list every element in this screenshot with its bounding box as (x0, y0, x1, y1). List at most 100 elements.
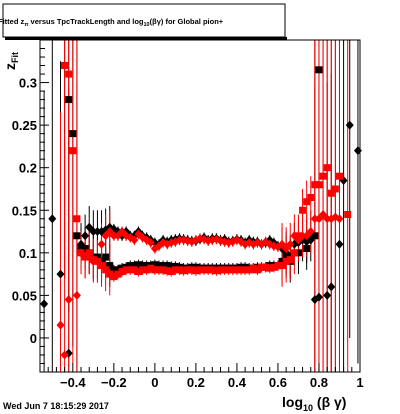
data-point-diamond (314, 292, 323, 302)
data-point-diamond (60, 350, 69, 360)
title-z: z (21, 17, 25, 26)
data-point-square (229, 266, 237, 274)
title-z-sub: π (24, 22, 29, 28)
data-point-diamond (93, 227, 102, 237)
title-box-shadow (5, 37, 287, 40)
data-point-square (159, 262, 167, 270)
data-point-square (134, 268, 142, 276)
data-point-diamond (323, 214, 332, 224)
data-point-square (184, 266, 192, 274)
x-axis-label: log10 (β γ) (282, 394, 346, 413)
data-point-square (65, 70, 73, 78)
data-point-diamond (64, 295, 73, 305)
data-point-square (237, 266, 245, 274)
data-point-square (126, 266, 134, 274)
data-point-square (282, 257, 290, 265)
data-point-square (282, 253, 290, 261)
data-point-square (69, 130, 77, 138)
data-point-square (294, 232, 302, 240)
data-point-square (143, 266, 151, 274)
data-point-square (307, 193, 315, 201)
data-point-square (344, 211, 352, 219)
data-point-square (208, 266, 216, 274)
markers-layer (40, 62, 362, 360)
data-point-square (65, 96, 73, 104)
y-tick-label: 0.1 (19, 246, 37, 261)
x-tick-label: 0.4 (228, 375, 247, 390)
data-point-diamond (249, 239, 258, 249)
data-point-square (163, 262, 171, 270)
data-point-diamond (81, 231, 90, 241)
y-tick-label: 0.2 (19, 161, 37, 176)
data-point-square (167, 268, 175, 276)
axes-layer: −0.4 −0.2 0 0.2 0.4 0.6 0.8 1 0 0.05 0.1 0.15 0.2 0.2… (12, 39, 364, 390)
data-point-square (319, 172, 327, 180)
data-point-square (241, 266, 249, 274)
x-axis-label-main: log (282, 394, 303, 410)
data-point-square (294, 249, 302, 257)
title-box: Fitted zπ versus TpcTrackLength and log1… (0, 3, 287, 40)
data-point-square (180, 267, 188, 275)
y-tick-label: 0.3 (19, 76, 37, 91)
data-point-square (122, 266, 130, 274)
y-axis-label-main: z (2, 63, 18, 70)
x-tick-label: 0.8 (310, 375, 328, 390)
x-tick-label: −0.4 (60, 375, 86, 390)
data-point-diamond (345, 120, 354, 130)
data-point-square (171, 266, 179, 274)
data-point-square (61, 62, 69, 70)
y-tick-label: 0.25 (12, 118, 37, 133)
data-point-square (245, 266, 253, 274)
data-point-square (73, 215, 81, 223)
data-point-square (225, 266, 233, 274)
data-point-diamond (353, 146, 362, 156)
data-point-square (323, 164, 331, 172)
data-point-square (77, 249, 85, 257)
data-point-diamond (109, 231, 118, 241)
data-point-square (106, 270, 114, 278)
data-point-square (278, 257, 286, 265)
data-point-square (134, 261, 142, 269)
data-point-square (188, 266, 196, 274)
data-point-square (233, 266, 241, 274)
x-tick-label: 0.2 (187, 375, 205, 390)
data-point-square (331, 185, 339, 193)
data-point-square (286, 256, 294, 264)
data-point-square (303, 245, 311, 253)
y-tick-label: 0.15 (12, 203, 37, 218)
data-point-diamond (146, 238, 155, 248)
title-suffix: (βγ) for Global pion+ (150, 17, 224, 26)
data-point-square (130, 266, 138, 274)
data-point-square (253, 266, 261, 274)
title-mid: versus TpcTrackLength and log (28, 17, 143, 26)
data-point-square (139, 266, 147, 274)
x-tick-label: 0.6 (269, 375, 287, 390)
data-point-diamond (89, 227, 98, 237)
x-tick-label: −0.2 (101, 375, 127, 390)
data-point-square (155, 262, 163, 270)
chart-title: Fitted zπ versus TpcTrackLength and log1… (0, 17, 224, 28)
data-point-square (303, 198, 311, 206)
data-point-diamond (97, 239, 106, 249)
data-point-square (93, 257, 101, 265)
data-point-diamond (323, 290, 332, 300)
title-log-sub: 10 (144, 22, 150, 28)
data-point-square (192, 267, 200, 275)
data-point-square (212, 267, 220, 275)
data-point-square (85, 249, 93, 257)
data-point-square (110, 273, 118, 281)
data-point-square (221, 266, 229, 274)
data-point-diamond (306, 227, 315, 237)
x-tick-label: 1 (356, 375, 363, 390)
data-point-diamond (48, 214, 57, 224)
plot-frame (39, 39, 361, 373)
data-point-diamond (335, 239, 344, 249)
data-point-square (114, 270, 122, 278)
data-point-square (311, 232, 319, 240)
data-point-square (258, 263, 266, 271)
x-axis-label-sub: 10 (303, 403, 313, 413)
data-point-square (249, 264, 257, 272)
data-point-square (167, 262, 175, 270)
data-point-square (311, 181, 319, 189)
